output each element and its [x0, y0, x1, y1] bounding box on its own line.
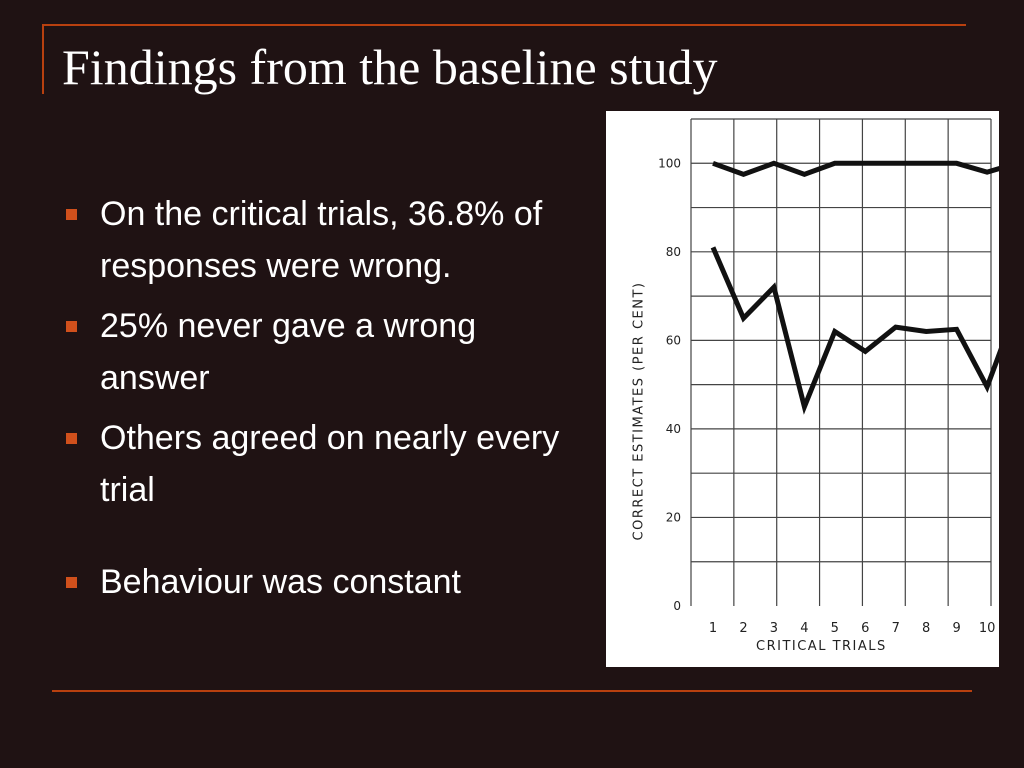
x-tick-label: 3 [770, 621, 778, 636]
bullet-text: Others agreed on nearly every trial [100, 419, 560, 509]
series-line-2 [710, 246, 999, 415]
y-tick-label: 20 [666, 510, 681, 524]
line-chart: 020406080100123456789101112 [658, 118, 999, 636]
y-tick-label: 80 [666, 245, 681, 259]
y-tick-label: 60 [666, 333, 681, 347]
chart-panel: 020406080100123456789101112 CORRECT ESTI… [606, 111, 999, 667]
left-rule [42, 24, 44, 94]
x-tick-label: 2 [739, 621, 747, 636]
x-tick-label: 10 [979, 621, 996, 636]
x-tick-label: 1 [709, 621, 717, 636]
x-tick-label: 7 [892, 621, 900, 636]
x-axis-label: CRITICAL TRIALS [756, 639, 887, 654]
y-axis-label-area: CORRECT ESTIMATES (PER CENT) [611, 111, 667, 667]
top-rule [42, 24, 966, 26]
x-tick-label: 6 [861, 621, 869, 636]
y-tick-label: 40 [666, 422, 681, 436]
square-bullet-icon [66, 433, 77, 444]
x-tick-label: 9 [952, 621, 960, 636]
x-tick-label: 5 [831, 621, 839, 636]
square-bullet-icon [66, 577, 77, 588]
x-tick-label: 8 [922, 621, 930, 636]
bullet-list: On the critical trials, 36.8% of respons… [62, 188, 562, 616]
bullet-text: Behaviour was constant [100, 563, 461, 601]
bullet-item: 25% never gave a wrong answer [62, 300, 562, 404]
slide-title: Findings from the baseline study [62, 39, 718, 95]
y-tick-label: 0 [673, 599, 681, 613]
square-bullet-icon [66, 321, 77, 332]
y-tick-label: 100 [658, 156, 681, 170]
series-line-1 [712, 160, 999, 177]
bullet-text: 25% never gave a wrong answer [100, 307, 477, 397]
bullet-item: On the critical trials, 36.8% of respons… [62, 188, 562, 292]
bullet-item: Others agreed on nearly every trial [62, 412, 562, 516]
bullet-text: On the critical trials, 36.8% of respons… [100, 195, 543, 285]
x-tick-label: 4 [800, 621, 808, 636]
bullet-item: Behaviour was constant [62, 556, 562, 608]
bottom-rule [52, 690, 972, 692]
square-bullet-icon [66, 209, 77, 220]
y-axis-label: CORRECT ESTIMATES (PER CENT) [631, 281, 647, 541]
